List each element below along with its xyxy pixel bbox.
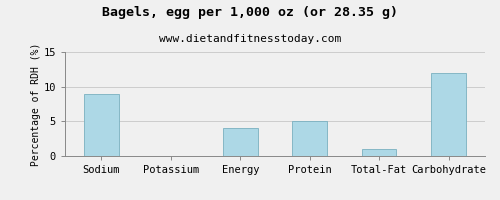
Bar — [431, 73, 466, 156]
Bar — [292, 121, 327, 156]
Text: Bagels, egg per 1,000 oz (or 28.35 g): Bagels, egg per 1,000 oz (or 28.35 g) — [102, 6, 398, 19]
Bar — [362, 149, 396, 156]
Text: www.dietandfitnesstoday.com: www.dietandfitnesstoday.com — [159, 34, 341, 44]
Y-axis label: Percentage of RDH (%): Percentage of RDH (%) — [30, 42, 40, 166]
Bar — [84, 94, 119, 156]
Bar — [223, 128, 258, 156]
